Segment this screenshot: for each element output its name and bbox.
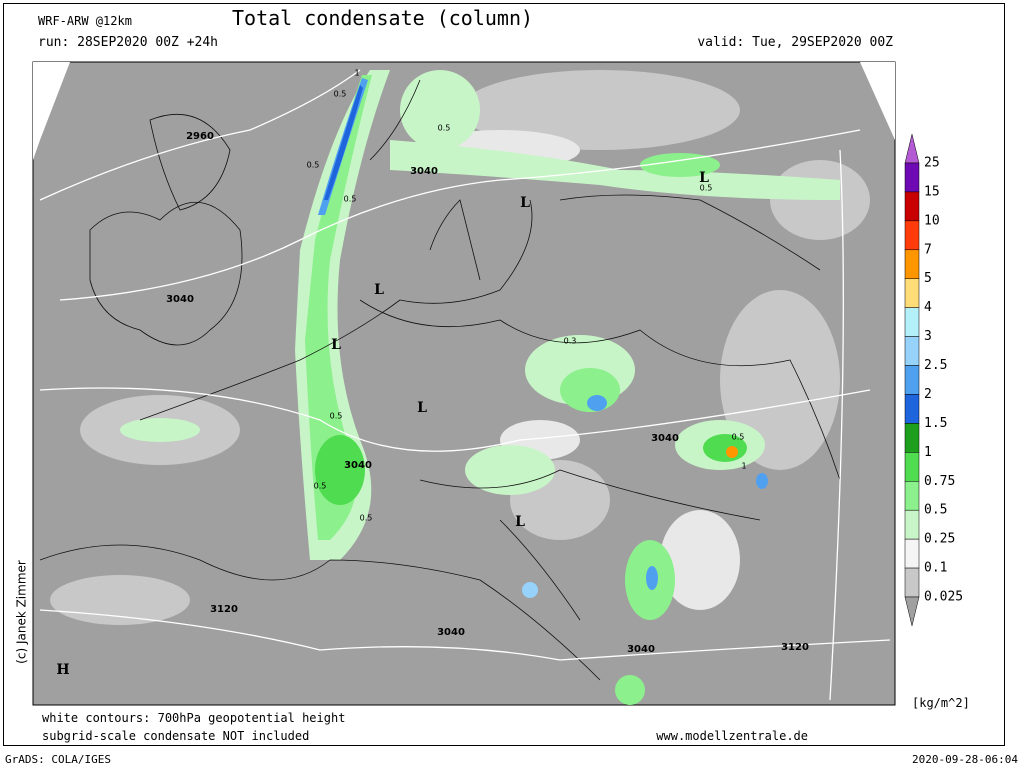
colorbar-label: 0.5 bbox=[924, 503, 947, 518]
colorbar-cell bbox=[904, 538, 920, 569]
title: Total condensate (column) bbox=[232, 6, 533, 30]
height-label: 3120 bbox=[210, 604, 238, 615]
colorbar-label: 4 bbox=[924, 300, 932, 315]
colorbar-cell bbox=[904, 567, 920, 598]
height-label: 3040 bbox=[627, 644, 655, 655]
condensate-label: 1 bbox=[354, 69, 359, 78]
pressure-center: L bbox=[520, 195, 530, 211]
colorbar-cell bbox=[904, 394, 920, 424]
unit-label: [kg/m^2] bbox=[912, 696, 970, 710]
height-label: 3120 bbox=[781, 642, 809, 653]
colorbar-label: 7 bbox=[924, 242, 932, 257]
height-label: 3040 bbox=[166, 294, 194, 305]
colorbar-label: 2 bbox=[924, 387, 932, 402]
height-label: 3040 bbox=[344, 460, 372, 471]
condensate-label: 0.5 bbox=[360, 514, 373, 523]
software: GrADS: COLA/IGES bbox=[5, 753, 111, 766]
colorbar-cell bbox=[904, 336, 920, 366]
colorbar-label: 0.025 bbox=[924, 590, 963, 605]
pressure-center: L bbox=[515, 514, 525, 530]
condensate-label: 0.5 bbox=[438, 124, 451, 133]
colorbar-label: 25 bbox=[924, 156, 940, 171]
colorbar-cell bbox=[904, 509, 920, 540]
pressure-center: L bbox=[417, 400, 427, 416]
colorbar-label: 0.75 bbox=[924, 474, 955, 489]
colorbar-cell bbox=[904, 307, 920, 337]
colorbar-label: 10 bbox=[924, 213, 940, 228]
condensate-label: 0.3 bbox=[564, 337, 577, 346]
condensate-label: 0.5 bbox=[307, 161, 320, 170]
colorbar-cell bbox=[904, 249, 920, 279]
height-contours bbox=[39, 69, 891, 701]
colorbar-label: 5 bbox=[924, 271, 932, 286]
run-label: run: 28SEP2020 00Z +24h bbox=[38, 35, 218, 50]
condensate-label: 0.5 bbox=[700, 184, 713, 193]
colorbar-label: 0.25 bbox=[924, 532, 955, 547]
condensate-label: 0.5 bbox=[732, 433, 745, 442]
site: www.modellzentrale.de bbox=[656, 729, 808, 743]
colorbar-cell bbox=[904, 278, 920, 308]
colorbar-tip bbox=[904, 596, 920, 626]
colorbar-cell bbox=[904, 162, 920, 193]
colorbar-label: 15 bbox=[924, 184, 940, 199]
map: 2960 3040 3040 3040 3040 3120 3040 3040 … bbox=[15, 61, 896, 706]
colorbar-cell bbox=[904, 481, 920, 511]
colorbar-label: 0.1 bbox=[924, 561, 947, 576]
note: subgrid-scale condensate NOT included bbox=[42, 729, 309, 743]
valid-label: valid: Tue, 29SEP2020 00Z bbox=[697, 35, 893, 50]
pressure-center: L bbox=[699, 170, 709, 186]
condensate bbox=[120, 70, 840, 705]
colorbar: 25 15 10 7 5 4 3 2.5 2 1.5 1 0.75 0.5 0.25 0.1 0.025 bbox=[904, 134, 963, 626]
height-label: 3040 bbox=[437, 627, 465, 638]
coastlines bbox=[39, 79, 841, 681]
credit: (c) Janek Zimmer bbox=[15, 560, 29, 664]
note: white contours: 700hPa geopotential heig… bbox=[42, 711, 345, 725]
condensate-label: 0.5 bbox=[344, 195, 357, 204]
colorbar-cell bbox=[904, 220, 920, 251]
height-label: 3040 bbox=[410, 166, 438, 177]
colorbar-label: 1.5 bbox=[924, 416, 947, 431]
timestamp: 2020-09-28-06:04 bbox=[912, 753, 1018, 766]
model-label: WRF-ARW @12km bbox=[38, 14, 132, 28]
colorbar-cell bbox=[904, 191, 920, 222]
colorbar-label: 1 bbox=[924, 445, 932, 460]
condensate-label: 0.5 bbox=[314, 482, 327, 491]
condensate-label: 1 bbox=[741, 462, 746, 471]
pressure-center: H bbox=[56, 662, 69, 678]
condensate-label: 0.5 bbox=[330, 412, 343, 421]
colorbar-cell bbox=[904, 452, 920, 482]
height-label: 3040 bbox=[651, 433, 679, 444]
colorbar-label: 2.5 bbox=[924, 358, 947, 373]
pressure-center: L bbox=[374, 282, 384, 298]
pressure-center: L bbox=[331, 337, 341, 353]
colorbar-cell bbox=[904, 365, 920, 395]
height-label: 2960 bbox=[186, 131, 214, 142]
condensate-label: 0.5 bbox=[334, 90, 347, 99]
colorbar-cell bbox=[904, 423, 920, 453]
colorbar-label: 3 bbox=[924, 329, 932, 344]
